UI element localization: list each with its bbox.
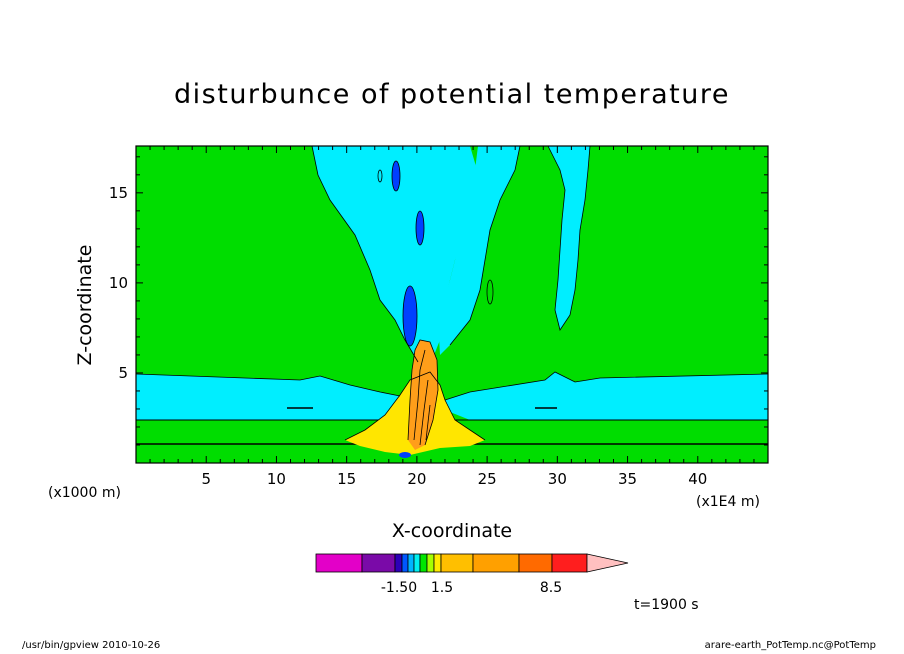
footer-right: arare-earth_PotTemp.nc@PotTemp <box>705 640 876 651</box>
blue-lens-upper <box>416 211 424 245</box>
colorbar-segment <box>394 553 403 573</box>
x-tick-label: 5 <box>201 470 211 488</box>
x-tick-marks <box>135 146 769 463</box>
colorbar-segment <box>518 553 553 573</box>
colorbar-arrow <box>586 553 629 573</box>
plot-frame <box>135 145 769 464</box>
x-tick-label: 15 <box>337 470 356 488</box>
x-scale-note: (x1E4 m) <box>696 494 760 510</box>
cyan-region-left-band <box>136 374 400 420</box>
cyan-plume-right <box>438 146 520 355</box>
colorbar-segment <box>419 553 428 573</box>
colorbar-segment <box>401 553 409 573</box>
plot-area <box>135 145 769 464</box>
colorbar-label-3: 8.5 <box>540 580 562 596</box>
blue-lens-bottom <box>399 452 411 458</box>
x-tick-label: 30 <box>548 470 567 488</box>
cyan-plume-upper <box>312 146 480 362</box>
colorbar-label-1: -1.50 <box>381 580 417 596</box>
colorbar-segment <box>472 553 520 573</box>
cyan-plume-far-right <box>548 146 590 330</box>
y-tick-label: 15 <box>109 184 128 202</box>
y-tick-marks <box>136 156 768 464</box>
y-axis-label: Z-coordinate <box>74 245 96 366</box>
x-unit-label: (x1000 m) <box>48 485 121 501</box>
cyan-region-right-band <box>445 372 768 420</box>
colorbar-segment <box>551 553 588 573</box>
x-tick-label: 20 <box>407 470 426 488</box>
colorbar-segment <box>426 553 435 573</box>
chart-title: disturbunce of potential temperature <box>174 79 730 110</box>
x-axis-label: X-coordinate <box>392 520 512 542</box>
colorbar-segment <box>407 553 415 573</box>
colorbar-segment <box>433 553 442 573</box>
colorbar <box>315 553 629 573</box>
blue-lens-top <box>392 161 400 191</box>
contour-outlines <box>135 145 769 446</box>
y-tick-label: 10 <box>109 274 128 292</box>
x-tick-label: 10 <box>267 470 286 488</box>
x-tick-label: 40 <box>688 470 707 488</box>
blue-lens-mid <box>403 286 417 346</box>
y-tick-label: 5 <box>118 364 128 382</box>
colorbar-segment <box>361 553 396 573</box>
colorbar-segment <box>315 553 363 573</box>
colorbar-segment <box>413 553 421 573</box>
time-label: t=1900 s <box>634 597 699 613</box>
footer-left: /usr/bin/gpview 2010-10-26 <box>22 640 160 651</box>
x-tick-label: 25 <box>478 470 497 488</box>
colorbar-label-2: 1.5 <box>431 580 453 596</box>
colorbar-segment <box>440 553 474 573</box>
x-tick-label: 35 <box>618 470 637 488</box>
